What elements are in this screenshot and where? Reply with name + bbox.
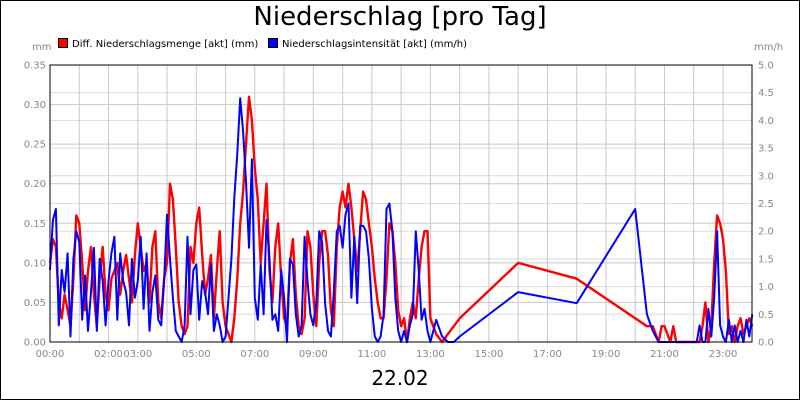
legend-item-precipitation-amount: Diff. Niederschlagsmenge [akt] (mm)	[58, 38, 258, 52]
legend-swatch-red	[58, 38, 68, 48]
x-tick-label: 21:00	[650, 349, 679, 360]
y-right-tick-label: 3.5	[758, 144, 774, 155]
y-right-tick-label: 1.0	[758, 282, 774, 293]
y-left-tick-label: 0.30	[24, 100, 46, 111]
y-left-tick-label: 0.20	[24, 179, 46, 190]
y-right-tick-label: 4.0	[758, 116, 774, 127]
legend-item-precipitation-intensity: Niederschlagsintensität [akt] (mm/h)	[268, 38, 467, 52]
x-tick-label: 02:00	[94, 349, 123, 360]
chart-title: Niederschlag [pro Tag]	[253, 2, 547, 32]
right-axis-unit: mm/h	[754, 42, 784, 53]
legend-label: Niederschlagsintensität [akt] (mm/h)	[282, 39, 468, 50]
x-tick-label: 07:00	[240, 349, 269, 360]
y-left-tick-label: 0.05	[24, 298, 46, 309]
y-right-tick-label: 1.5	[758, 254, 774, 265]
x-tick-label: 13:00	[416, 349, 445, 360]
x-tick-label: 00:00	[36, 349, 65, 360]
series-line-precipitation-amount	[48, 95, 754, 344]
y-right-tick-label: 3.0	[758, 171, 774, 182]
x-axis-date-label: 22.02	[371, 366, 429, 390]
y-left-tick-label: 0.00	[24, 338, 46, 349]
y-left-tick-label: 0.10	[24, 258, 46, 269]
y-right-tick-label: 2.5	[758, 199, 774, 210]
legend-swatch-blue	[268, 38, 278, 48]
x-tick-label: 19:00	[592, 349, 621, 360]
left-axis-unit: mm	[32, 42, 52, 53]
x-tick-label: 11:00	[357, 349, 386, 360]
y-left-tick-label: 0.25	[24, 140, 46, 151]
y-right-tick-label: 2.0	[758, 227, 774, 238]
x-tick-label: 03:00	[123, 349, 152, 360]
x-tick-label: 09:00	[299, 349, 328, 360]
y-left-tick-label: 0.15	[24, 219, 46, 230]
legend-label: Diff. Niederschlagsmenge [akt] (mm)	[72, 39, 259, 50]
y-right-tick-label: 5.0	[758, 61, 774, 72]
x-tick-label: 23:00	[709, 349, 738, 360]
x-tick-label: 05:00	[182, 349, 211, 360]
plot-border	[49, 64, 753, 343]
y-right-tick-label: 0.5	[758, 310, 774, 321]
y-left-tick-label: 0.35	[24, 61, 46, 72]
y-right-tick-label: 0.0	[758, 338, 774, 349]
y-right-tick-label: 4.5	[758, 88, 774, 99]
x-tick-label: 15:00	[474, 349, 503, 360]
x-tick-label: 17:00	[533, 349, 562, 360]
